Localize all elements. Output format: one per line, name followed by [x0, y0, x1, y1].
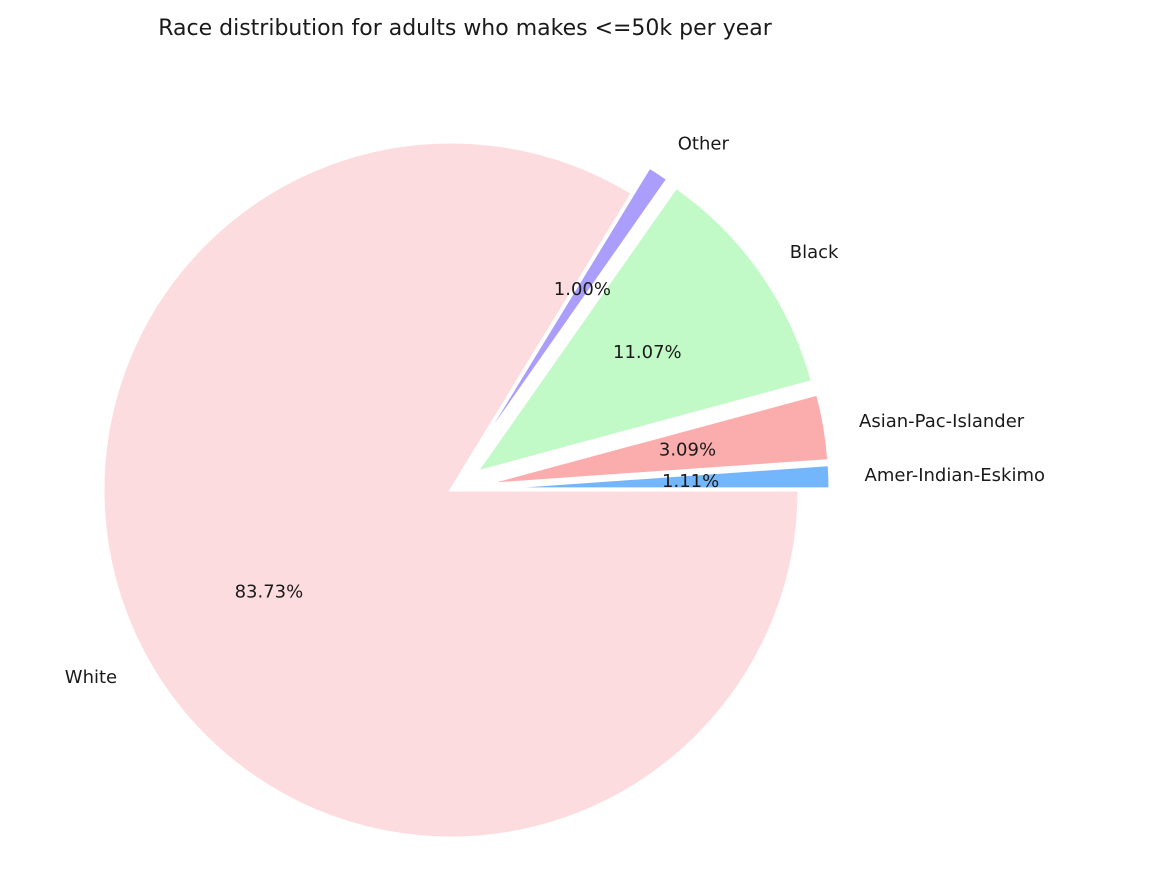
pie-slice-black	[472, 185, 815, 475]
pie-slices	[101, 140, 832, 840]
pie-slice-amer-indian-eskimo	[481, 463, 832, 491]
slice-labels: Amer-Indian-Eskimo Asian-Pac-Islander Blac…	[65, 133, 1045, 687]
pct-label-other: 1.00%	[554, 279, 611, 300]
slice-label-other: Other	[678, 133, 730, 154]
chart-title: Race distribution for adults who makes <…	[158, 16, 773, 41]
pie-slice-asian-pac-islander	[481, 392, 831, 487]
pct-label-amer-indian-eskimo: 1.11%	[662, 471, 719, 492]
slice-label-black: Black	[790, 242, 839, 263]
slice-label-asian-pac-islander: Asian-Pac-Islander	[859, 411, 1025, 432]
percent-labels: 1.11% 3.09% 11.07% 1.00% 83.73%	[235, 279, 720, 603]
slice-label-white: White	[65, 667, 117, 688]
pct-label-black: 11.07%	[613, 342, 682, 363]
pie-slice-white	[101, 140, 801, 840]
pie-slice-other	[466, 165, 670, 465]
pct-label-white: 83.73%	[235, 582, 304, 603]
pct-label-asian-pac-islander: 3.09%	[659, 440, 716, 461]
slice-label-amer-indian-eskimo: Amer-Indian-Eskimo	[865, 465, 1045, 486]
